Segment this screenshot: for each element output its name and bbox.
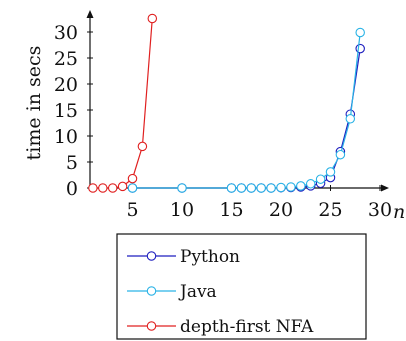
data-point — [355, 43, 365, 54]
y-ticks: 0 5 10 15 20 25 30 — [54, 22, 93, 200]
x-tick-label: 20 — [269, 199, 293, 221]
y-tick-label: 15 — [54, 100, 78, 122]
legend-marker — [146, 251, 157, 261]
data-point — [137, 141, 148, 152]
x-axis-arrow — [381, 184, 389, 192]
data-point — [127, 173, 138, 184]
y-tick-label: 20 — [54, 74, 78, 96]
data-point — [345, 114, 356, 124]
x-tick-label: 10 — [170, 199, 194, 221]
legend-items: Python Java depth-first NFA — [127, 247, 314, 337]
data-point — [315, 174, 326, 184]
legend-marker — [146, 321, 157, 331]
data-point — [88, 183, 98, 193]
series-line-depth-first-nfa — [92, 18, 153, 189]
legend-label: depth-first NFA — [180, 317, 314, 337]
data-point — [325, 167, 336, 177]
series-layer — [88, 13, 365, 193]
series-line-python — [132, 48, 361, 189]
legend-entry: Python — [127, 247, 240, 267]
y-tick-label: 25 — [54, 48, 78, 70]
data-point — [147, 13, 158, 24]
data-point — [226, 183, 237, 193]
x-tick-label: 25 — [318, 199, 342, 221]
x-tick-label: 5 — [126, 199, 138, 221]
x-tick-label: 30 — [368, 199, 392, 221]
legend: Python Java depth-first NFA — [116, 233, 367, 340]
x-axis-label: n — [393, 201, 405, 223]
data-point — [256, 183, 266, 193]
data-point — [286, 182, 296, 192]
series-java — [127, 27, 365, 193]
data-point — [355, 27, 365, 38]
y-tick-label: 10 — [54, 126, 78, 148]
data-point — [98, 183, 108, 193]
y-tick-label: 5 — [66, 152, 78, 174]
y-tick-label: 0 — [66, 178, 78, 200]
legend-label: Python — [180, 247, 240, 267]
data-point — [276, 182, 286, 193]
data-point — [127, 183, 138, 193]
legend-box — [116, 233, 367, 340]
series-depth-first-nfa — [88, 13, 158, 193]
data-point — [296, 181, 306, 191]
data-point — [236, 183, 247, 193]
legend-label: Java — [178, 282, 217, 302]
data-point — [266, 183, 276, 193]
y-tick-label: 30 — [54, 22, 78, 44]
plot-axes: 5 10 15 20 25 30 0 5 10 15 20 25 30 — [54, 10, 392, 221]
data-point — [177, 183, 187, 193]
data-point — [246, 183, 257, 193]
y-axis-arrow — [86, 10, 94, 18]
data-point — [107, 183, 118, 193]
y-axis-label: time in secs — [23, 46, 45, 161]
series-line-java — [132, 32, 361, 189]
data-point — [335, 149, 346, 160]
data-point — [117, 181, 128, 192]
legend-entry: Java — [127, 282, 217, 302]
legend-entry: depth-first NFA — [127, 317, 314, 337]
data-point — [305, 179, 316, 189]
x-tick-label: 15 — [219, 199, 243, 221]
legend-marker — [146, 286, 157, 296]
